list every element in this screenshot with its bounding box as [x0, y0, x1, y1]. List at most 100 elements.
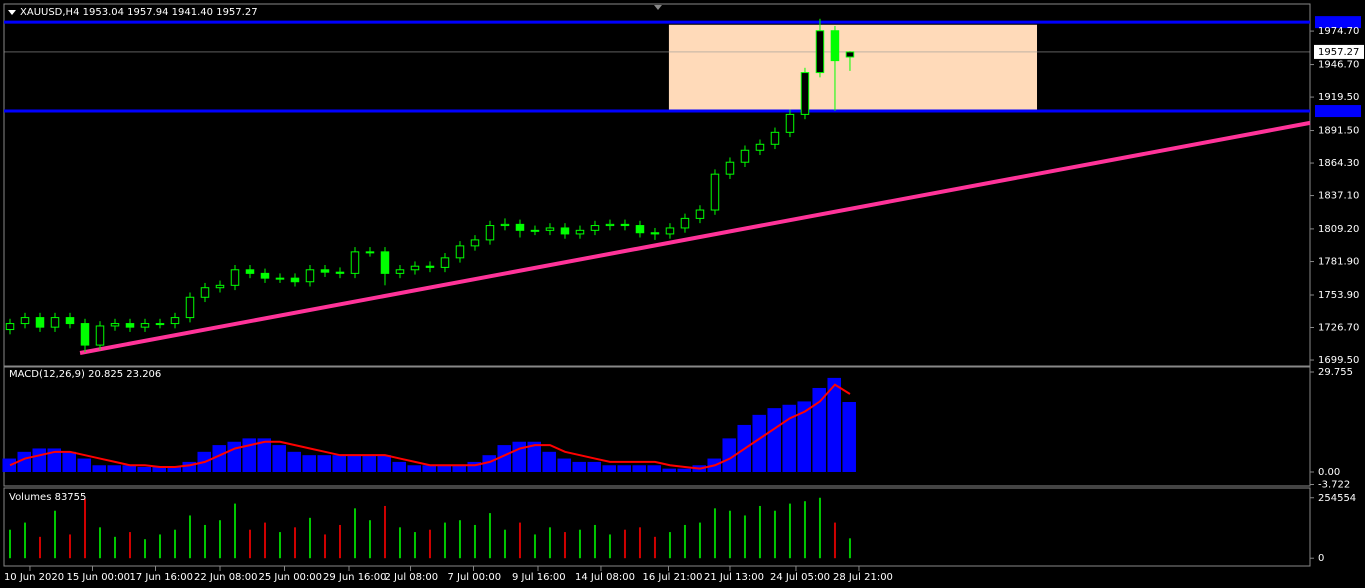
macd-bar — [392, 461, 406, 472]
candle-body — [560, 227, 570, 235]
candle-body — [845, 51, 855, 58]
macd-bar — [167, 466, 181, 472]
candle-body — [350, 251, 360, 274]
candle-body — [65, 317, 75, 325]
candle-body — [35, 317, 45, 328]
macd-bar — [842, 402, 856, 472]
y-tick-label: 1919.50 — [1318, 92, 1359, 103]
macd-bar — [452, 465, 466, 472]
candle-body — [185, 296, 195, 319]
y-tick-label: -3.722 — [1318, 479, 1350, 490]
candle-body — [290, 277, 300, 283]
candle-body — [830, 30, 840, 62]
y-tick-label: 1699.50 — [1318, 355, 1359, 366]
y-tick-label: 0.00 — [1318, 467, 1340, 478]
x-tick-label: 10 Jun 2020 — [4, 572, 64, 583]
macd-bar — [827, 377, 841, 472]
macd-bar — [632, 465, 646, 472]
y-tick-label: 1946.70 — [1318, 60, 1359, 71]
candle-body — [20, 317, 30, 325]
y-tick-label: 1781.90 — [1318, 257, 1359, 268]
macd-bar — [587, 461, 601, 472]
volume-panel — [3, 487, 1311, 567]
candle-body — [455, 245, 465, 259]
macd-bar — [782, 404, 796, 472]
main-panel — [3, 3, 1311, 367]
trendline — [79, 120, 1311, 355]
macd-bar — [572, 461, 586, 472]
macd-bar — [362, 455, 376, 472]
candle-body — [515, 223, 525, 231]
x-tick-label: 2 Jul 08:00 — [384, 572, 438, 583]
candle-body — [500, 223, 510, 227]
macd-bar — [107, 465, 121, 472]
y-tick-label: 1726.70 — [1318, 323, 1359, 334]
candle-body — [665, 227, 675, 235]
candle-body — [635, 225, 645, 234]
macd-bar — [77, 458, 91, 472]
macd-bar — [752, 414, 766, 472]
macd-bar — [152, 466, 166, 472]
x-tick-label: 7 Jul 00:00 — [447, 572, 501, 583]
candle-body — [245, 269, 255, 274]
macd-bar — [287, 451, 301, 472]
macd-bar — [272, 445, 286, 472]
candle-body — [740, 149, 750, 163]
x-tick-label: 24 Jul 05:00 — [770, 572, 830, 583]
y-tick-label: 1753.90 — [1318, 290, 1359, 301]
macd-bar — [92, 465, 106, 472]
macd-bar — [17, 451, 31, 472]
candle-body — [170, 317, 180, 325]
price-tag — [1314, 44, 1364, 59]
macd-bar — [722, 438, 736, 472]
candle-body — [200, 287, 210, 298]
macd-bar — [32, 448, 46, 472]
y-tick-label: 1837.10 — [1318, 191, 1359, 202]
candle-body — [530, 229, 540, 232]
x-tick-label: 29 Jun 16:00 — [323, 572, 387, 583]
macd-bar — [482, 455, 496, 472]
candle-body — [5, 323, 15, 331]
y-tick-label: 254554 — [1318, 493, 1356, 504]
candle-body — [485, 225, 495, 241]
candle-body — [140, 323, 150, 328]
x-tick-label: 16 Jul 21:00 — [642, 572, 702, 583]
plot-area — [2, 18, 1311, 559]
macd-bar — [602, 465, 616, 472]
macd-bar — [437, 465, 451, 472]
x-tick-label: 17 Jun 16:00 — [129, 572, 193, 583]
level-tag — [1315, 16, 1361, 29]
macd-bar — [212, 445, 226, 472]
y-tick-label: 29.755 — [1318, 367, 1353, 378]
candle-body — [590, 225, 600, 231]
candle-body — [125, 323, 135, 328]
y-tick-label: 1974.70 — [1318, 26, 1359, 37]
macd-bar — [767, 408, 781, 472]
signal-line — [9, 383, 851, 470]
candle-body — [770, 131, 780, 145]
candle-body — [710, 173, 720, 211]
macd-bar — [2, 458, 16, 472]
macd-bar — [467, 461, 481, 472]
candle-body — [725, 161, 735, 175]
candle-body — [110, 323, 120, 327]
zone — [668, 24, 1038, 111]
candle-body — [260, 272, 270, 279]
macd-bar — [182, 461, 196, 472]
macd-bar — [542, 451, 556, 472]
candle-body — [320, 269, 330, 273]
x-tick-label: 15 Jun 00:00 — [66, 572, 130, 583]
macd-bar — [122, 465, 136, 472]
candle-body — [410, 265, 420, 271]
macd-bar — [812, 387, 826, 472]
candle-body — [815, 30, 825, 74]
x-tick-label: 28 Jul 21:00 — [833, 572, 893, 583]
macd-bar — [617, 465, 631, 472]
y-tick-label: 1864.30 — [1318, 158, 1359, 169]
macd-bar — [662, 468, 676, 472]
macd-bar — [62, 451, 76, 472]
macd-bar — [647, 465, 661, 472]
menu-arrow — [8, 10, 16, 15]
price-tag-label: 1957.27 — [1318, 47, 1359, 58]
macd-bar — [377, 455, 391, 472]
